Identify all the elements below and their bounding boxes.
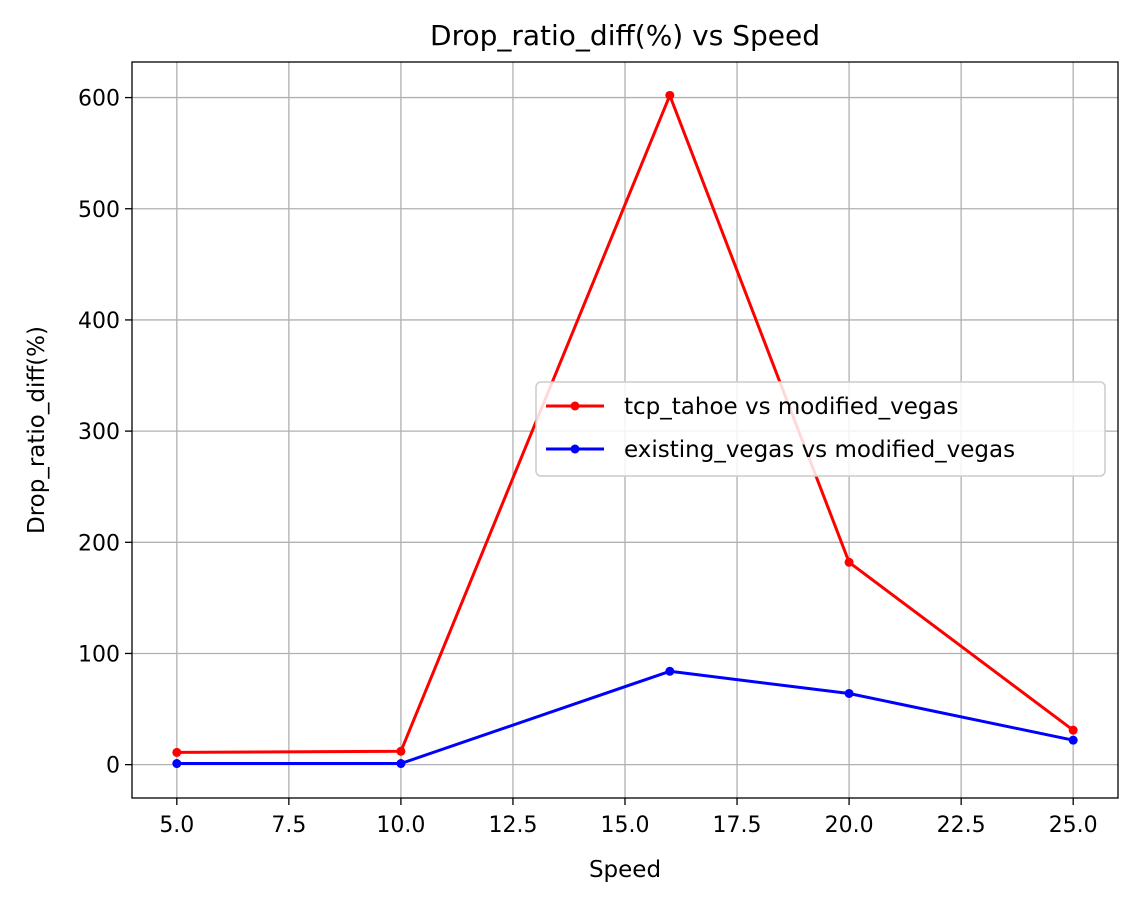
x-tick-label: 7.5 xyxy=(271,813,306,838)
x-tick-label: 15.0 xyxy=(601,813,650,838)
x-tick-label: 20.0 xyxy=(825,813,874,838)
x-tick-label: 5.0 xyxy=(159,813,194,838)
legend-label-existing-vegas: existing_vegas vs modified_vegas xyxy=(624,437,1015,463)
y-tick-label: 100 xyxy=(78,642,120,667)
legend-marker-existing-vegas xyxy=(570,444,580,454)
data-point xyxy=(396,759,406,769)
x-tick-label: 22.5 xyxy=(937,813,986,838)
data-point xyxy=(396,746,406,756)
legend: tcp_tahoe vs modified_vegas existing_veg… xyxy=(535,381,1106,477)
legend-entry-0: tcp_tahoe vs modified_vegas xyxy=(546,394,959,420)
data-point xyxy=(1068,725,1078,735)
x-axis-ticks: 5.0 7.5 10.0 12.5 15.0 17.5 20.0 22.5 25.0 xyxy=(159,798,1098,838)
series-layer xyxy=(172,90,1078,769)
y-tick-label: 600 xyxy=(78,87,120,112)
y-axis-label: Drop_ratio_diff(%) xyxy=(24,326,50,534)
y-tick-label: 200 xyxy=(78,531,120,556)
y-tick-label: 300 xyxy=(78,420,120,445)
grid xyxy=(132,62,1118,798)
y-axis-ticks: 0 100 200 300 400 500 600 xyxy=(78,87,132,779)
x-axis-label: Speed xyxy=(589,857,661,883)
data-point xyxy=(665,90,675,100)
legend-marker-tcp-tahoe xyxy=(570,401,580,411)
data-point xyxy=(172,759,182,769)
data-point xyxy=(844,557,854,567)
x-tick-label: 17.5 xyxy=(713,813,762,838)
chart-title: Drop_ratio_diff(%) vs Speed xyxy=(430,19,820,52)
legend-label-tcp-tahoe: tcp_tahoe vs modified_vegas xyxy=(624,394,959,420)
data-point xyxy=(844,688,854,698)
y-tick-label: 0 xyxy=(106,754,120,779)
y-tick-label: 400 xyxy=(78,309,120,334)
data-point xyxy=(665,666,675,676)
x-tick-label: 10.0 xyxy=(376,813,425,838)
data-point xyxy=(1068,735,1078,745)
y-tick-label: 500 xyxy=(78,198,120,223)
x-tick-label: 12.5 xyxy=(488,813,537,838)
legend-entry-1: existing_vegas vs modified_vegas xyxy=(546,437,1015,463)
x-tick-label: 25.0 xyxy=(1049,813,1098,838)
legend-box xyxy=(535,381,1106,477)
data-point xyxy=(172,747,182,757)
